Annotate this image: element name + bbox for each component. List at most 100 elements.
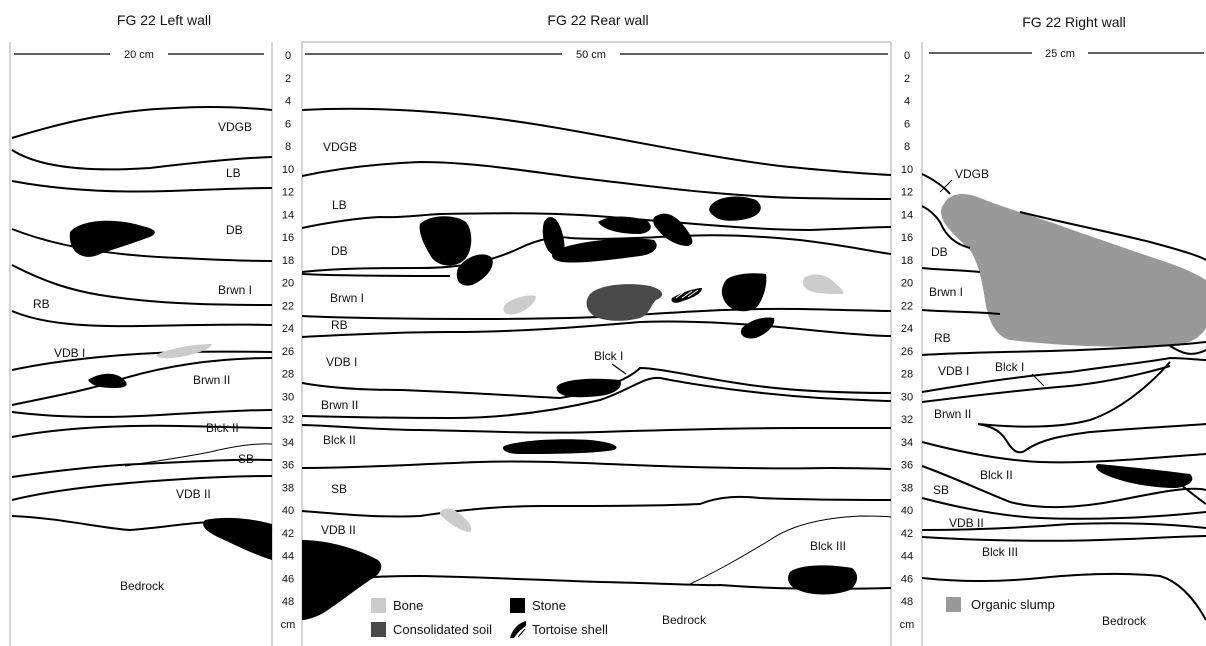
depth-tick-label: 16 bbox=[901, 232, 913, 244]
depth-tick-label: 0 bbox=[904, 50, 910, 62]
stone-inclusion bbox=[788, 565, 858, 595]
rear-wall-inclusions bbox=[302, 196, 858, 620]
layer-label: SB bbox=[238, 452, 254, 466]
depth-tick-label: 26 bbox=[282, 346, 294, 358]
label-leader-line bbox=[611, 363, 627, 375]
layer-label: Blck I bbox=[594, 349, 623, 363]
legend-swatch-tortoise-shell bbox=[510, 621, 526, 638]
stone-inclusion bbox=[721, 273, 767, 312]
layer-label: VDGB bbox=[218, 120, 252, 134]
layer-label: VDB II bbox=[321, 523, 356, 537]
consolidated-soil-inclusion bbox=[586, 284, 663, 321]
depth-tick-label: 10 bbox=[282, 164, 294, 176]
layer-label: VDB II bbox=[176, 487, 211, 501]
layer-label: VDGB bbox=[955, 167, 989, 181]
stone-inclusion bbox=[302, 540, 382, 620]
depth-tick-label: 42 bbox=[282, 528, 294, 540]
stone-inclusion bbox=[456, 254, 493, 286]
layer-label: Blck II bbox=[206, 421, 239, 435]
depth-tick-label: 34 bbox=[282, 437, 294, 449]
layer-label: SB bbox=[933, 483, 949, 497]
layer-label: Brwn I bbox=[218, 283, 252, 297]
rear-wall-section: VDGB LB DB Brwn I RB VDB I Blck I Brwn I… bbox=[301, 107, 892, 638]
depth-tick-label: 26 bbox=[901, 346, 913, 358]
depth-tick-label: 38 bbox=[282, 482, 294, 494]
layer-label: RB bbox=[33, 297, 50, 311]
scale-bar-left: 20 cm bbox=[14, 49, 264, 61]
bone-inclusion bbox=[156, 344, 212, 359]
layer-label: DB bbox=[931, 245, 948, 259]
depth-tick-label: 46 bbox=[901, 573, 913, 585]
legend-label-tortoise-shell: Tortoise shell bbox=[532, 622, 608, 637]
layer-label: VDB I bbox=[54, 346, 85, 360]
rear-wall-title: FG 22 Rear wall bbox=[547, 12, 648, 28]
layer-label: Blck II bbox=[323, 433, 356, 447]
depth-tick-label: 16 bbox=[282, 232, 294, 244]
stone-inclusion bbox=[419, 216, 472, 266]
stone-inclusion bbox=[69, 220, 155, 257]
depth-tick-label: 10 bbox=[901, 164, 913, 176]
legend-swatch-stone bbox=[510, 598, 525, 613]
layer-label: DB bbox=[226, 223, 243, 237]
layer-label: Brwn I bbox=[330, 291, 364, 305]
stone-inclusion bbox=[556, 378, 621, 398]
depth-tick-label: 22 bbox=[901, 300, 913, 312]
depth-tick-label: 12 bbox=[901, 187, 913, 199]
depth-tick-label: 28 bbox=[282, 369, 294, 381]
rear-wall-layer-labels: VDGB LB DB Brwn I RB VDB I Blck I Brwn I… bbox=[321, 140, 846, 627]
layer-label: VDB II bbox=[949, 516, 984, 530]
right-wall-layer-labels: VDGB DB Brwn I RB VDB I Blck I Brwn II B… bbox=[929, 167, 1147, 628]
scale-label-right: 25 cm bbox=[1045, 48, 1075, 60]
stone-inclusion bbox=[552, 238, 657, 263]
bone-inclusion bbox=[802, 274, 844, 294]
depth-tick-label: 2 bbox=[904, 73, 910, 85]
right-wall-inclusions-back bbox=[941, 194, 1206, 347]
depth-tick-label: 24 bbox=[901, 323, 913, 335]
stone-inclusion bbox=[653, 213, 693, 246]
layer-label: Brwn II bbox=[934, 407, 971, 421]
left-wall-boundaries bbox=[11, 105, 273, 532]
depth-scale-right: 0246810121416182022242628303234363840424… bbox=[900, 50, 915, 631]
depth-tick-label: 32 bbox=[901, 414, 913, 426]
scale-label-rear: 50 cm bbox=[576, 49, 606, 61]
depth-tick-label: 2 bbox=[285, 73, 291, 85]
depth-tick-label: 12 bbox=[282, 187, 294, 199]
stone-inclusion bbox=[542, 217, 565, 256]
layer-label: Blck II bbox=[980, 468, 1013, 482]
stone-inclusion bbox=[598, 216, 651, 234]
layer-label: Bedrock bbox=[1102, 614, 1147, 628]
depth-tick-label: 14 bbox=[901, 209, 913, 221]
depth-tick-label: 4 bbox=[285, 96, 291, 108]
depth-tick-label: 20 bbox=[282, 278, 294, 290]
depth-tick-label: 34 bbox=[901, 437, 913, 449]
organic-slump-inclusion bbox=[941, 194, 1206, 347]
depth-tick-label: 46 bbox=[282, 573, 294, 585]
stone-inclusion bbox=[203, 517, 272, 560]
rear-wall-boundaries bbox=[301, 107, 892, 590]
layer-label: Bedrock bbox=[662, 613, 707, 627]
depth-tick-label: 48 bbox=[901, 596, 913, 608]
depth-tick-label: cm bbox=[900, 619, 915, 631]
layer-label: DB bbox=[331, 244, 348, 258]
depth-tick-label: 20 bbox=[901, 278, 913, 290]
layer-label: VDB I bbox=[326, 355, 357, 369]
layer-label: LB bbox=[332, 198, 347, 212]
depth-tick-label: 38 bbox=[901, 482, 913, 494]
legend-label-organic-slump: Organic slump bbox=[971, 597, 1055, 612]
layer-label: LB bbox=[226, 166, 241, 180]
depth-tick-label: 36 bbox=[282, 460, 294, 472]
left-wall-layer-labels: VDGB LB DB Brwn I RB VDB I Brwn II Blck … bbox=[33, 120, 254, 593]
panel-frames bbox=[9, 41, 923, 646]
stone-inclusion bbox=[709, 196, 761, 221]
depth-tick-label: 30 bbox=[901, 391, 913, 403]
label-leader-line bbox=[1031, 373, 1045, 387]
stone-inclusion bbox=[740, 317, 775, 339]
layer-label: RB bbox=[331, 318, 348, 332]
legend-organic-slump: Organic slump bbox=[946, 597, 1055, 612]
layer-label: VDGB bbox=[323, 140, 357, 154]
depth-tick-label: 18 bbox=[901, 255, 913, 267]
depth-tick-label: 24 bbox=[282, 323, 294, 335]
depth-tick-label: 28 bbox=[901, 369, 913, 381]
depth-tick-label: 30 bbox=[282, 391, 294, 403]
